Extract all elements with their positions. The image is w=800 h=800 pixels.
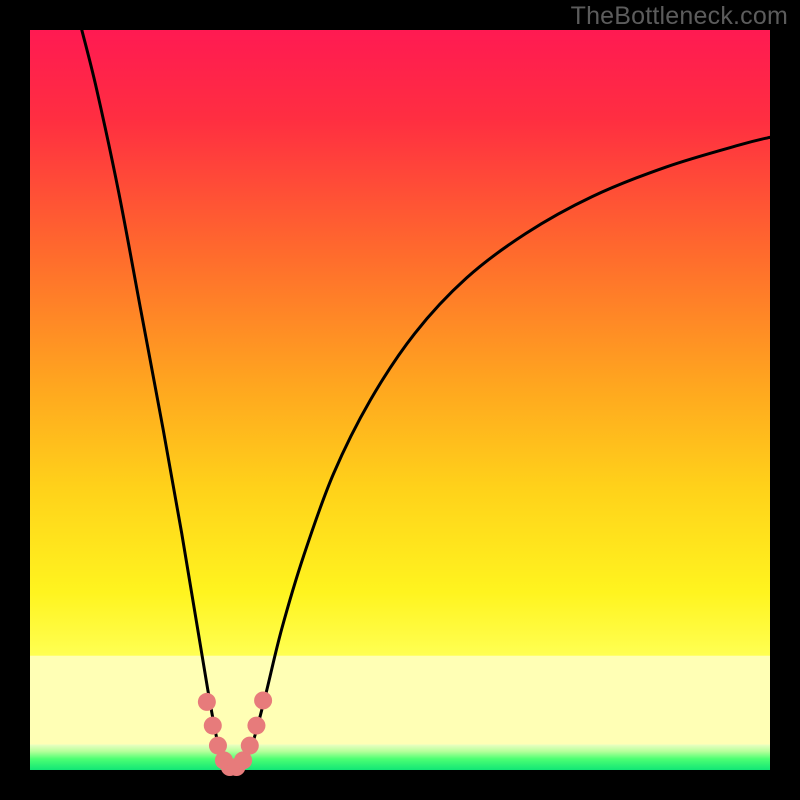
curve-marker [204,717,222,735]
bottleneck-chart [0,0,800,800]
chart-root: TheBottleneck.com [0,0,800,800]
plot-background [30,30,770,770]
curve-marker [198,693,216,711]
curve-marker [254,691,272,709]
curve-marker [247,717,265,735]
watermark-text: TheBottleneck.com [571,2,788,31]
curve-marker [241,737,259,755]
